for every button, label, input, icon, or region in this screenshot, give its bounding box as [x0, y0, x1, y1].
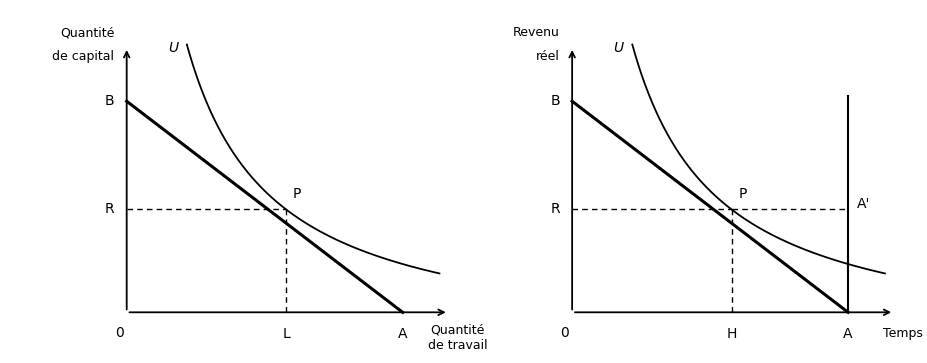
- Text: Revenu: Revenu: [513, 26, 559, 39]
- Text: de capital: de capital: [52, 50, 114, 64]
- Text: réel: réel: [536, 50, 559, 64]
- Text: B: B: [550, 94, 559, 108]
- Text: U: U: [613, 41, 623, 55]
- Text: 0: 0: [115, 326, 123, 340]
- Text: A': A': [857, 197, 870, 211]
- Text: Quantité: Quantité: [430, 323, 485, 336]
- Text: de travail: de travail: [427, 339, 488, 352]
- Text: A: A: [398, 327, 407, 341]
- Text: P: P: [738, 187, 746, 201]
- Text: H: H: [726, 327, 736, 341]
- Text: B: B: [105, 94, 114, 108]
- Text: R: R: [105, 203, 114, 216]
- Text: A: A: [843, 327, 852, 341]
- Text: 0: 0: [560, 326, 568, 340]
- Text: Temps: Temps: [883, 327, 922, 340]
- Text: R: R: [550, 203, 559, 216]
- Text: L: L: [282, 327, 290, 341]
- Text: U: U: [168, 41, 178, 55]
- Text: P: P: [293, 187, 301, 201]
- Text: Quantité: Quantité: [60, 26, 114, 39]
